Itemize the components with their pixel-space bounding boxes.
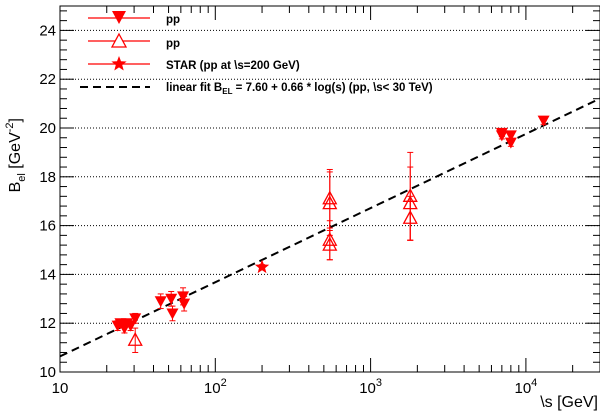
data-point-pp-open: [322, 195, 338, 210]
x-tick-label: 104: [514, 377, 537, 397]
x-axis-title: \s [GeV]: [540, 394, 598, 411]
y-axis-title: Bel [GeV-2]: [4, 118, 28, 192]
data-point-pp-filled: [129, 313, 142, 325]
legend-label-pp-filled: pp: [166, 14, 180, 26]
axes-layer: 10 12 14 16 18 20 22 24 10 102 103 104: [39, 5, 600, 397]
y-tick-label: 18: [39, 169, 56, 186]
y-tick-label: 12: [39, 315, 56, 332]
y-tick-label: 10: [39, 364, 56, 381]
data-point-star: [254, 259, 270, 274]
data-point-pp-filled: [165, 293, 178, 305]
legend: pp pp STAR (pp at \s=200 GeV) linear fit…: [80, 11, 433, 96]
legend-marker-star-filled: [111, 56, 127, 71]
data-point-pp-filled: [166, 308, 179, 320]
y-tick-label: 24: [39, 22, 56, 39]
legend-label-pp-open: pp: [166, 38, 180, 50]
plot-frame: [59, 5, 600, 373]
legend-label-star: STAR (pp at \s=200 GeV): [166, 60, 300, 72]
y-tick-label: 20: [39, 120, 56, 137]
data-point-pp-filled: [504, 130, 517, 142]
data-points-layer: [111, 115, 550, 353]
y-tick-label: 22: [39, 71, 56, 88]
legend-entry-pp-filled: pp: [88, 11, 180, 26]
legend-entry-star: STAR (pp at \s=200 GeV): [88, 56, 300, 72]
legend-entry-pp-open: pp: [88, 32, 180, 50]
x-tick-label: 102: [204, 377, 227, 397]
data-point-pp-filled: [504, 137, 517, 149]
legend-marker-triangle-down-filled: [112, 11, 126, 24]
data-point-pp-filled: [495, 130, 508, 142]
data-point-pp-filled: [178, 298, 191, 310]
data-point-pp-open: [402, 209, 418, 224]
data-point-pp-filled: [537, 115, 550, 127]
data-point-pp-open: [322, 236, 338, 251]
data-point-pp-open: [127, 331, 143, 346]
x-tick-label: 103: [359, 377, 382, 397]
y-tick-label: 16: [39, 218, 56, 235]
y-tick-label: 14: [39, 266, 56, 283]
legend-label-fit: linear fit BEL = 7.60 + 0.66 * log(s) (p…: [166, 82, 433, 96]
data-point-pp-filled: [154, 296, 167, 308]
legend-marker-triangle-up-open: [110, 32, 128, 48]
x-tick-label: 10: [52, 380, 69, 397]
legend-entry-fit: linear fit BEL = 7.60 + 0.66 * log(s) (p…: [80, 82, 433, 96]
